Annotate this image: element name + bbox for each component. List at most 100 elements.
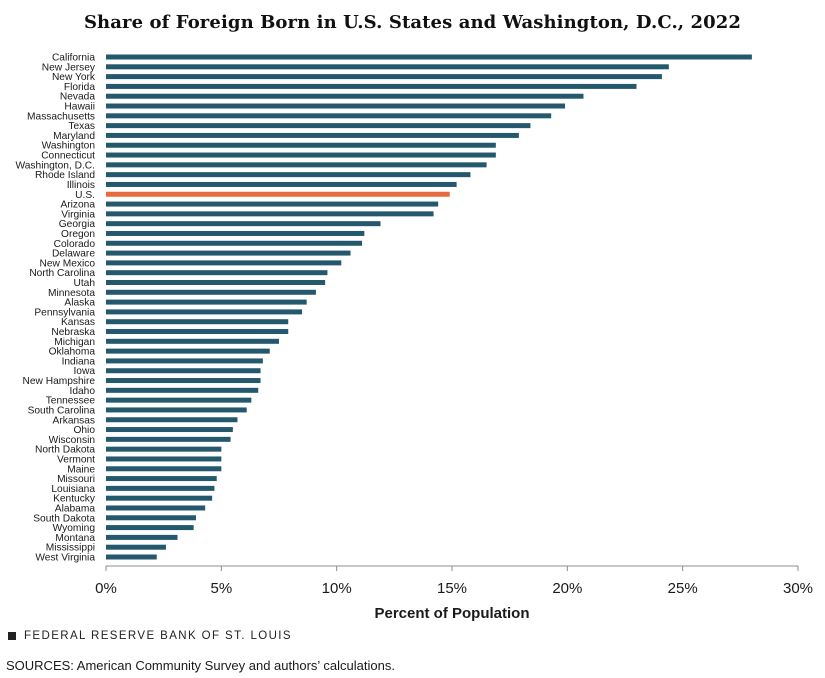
category-label-illinois: Illinois [67, 180, 95, 191]
bar-georgia [106, 221, 381, 227]
category-label-nevada: Nevada [60, 92, 95, 103]
bar-u-s [106, 191, 450, 197]
x-tick-label: 5% [210, 580, 232, 597]
bar-indiana [106, 358, 263, 364]
bar-illinois [106, 181, 457, 187]
category-label-missouri: Missouri [57, 474, 95, 485]
publisher-name: FEDERAL RESERVE BANK OF ST. LOUIS [24, 630, 292, 642]
bar-virginia [106, 211, 434, 217]
category-label-oregon: Oregon [61, 229, 95, 240]
category-label-rhode-island: Rhode Island [35, 170, 95, 181]
bar-arizona [106, 201, 439, 207]
bar-nebraska [106, 329, 289, 335]
category-label-mississippi: Mississippi [46, 543, 95, 554]
category-label-south-carolina: South Carolina [28, 405, 96, 416]
category-label-washington: Washington [42, 141, 95, 152]
bar-utah [106, 279, 326, 285]
bar-arkansas [106, 417, 238, 423]
bar-rhode-island [106, 172, 471, 178]
category-label-utah: Utah [73, 278, 95, 289]
category-label-new-mexico: New Mexico [40, 258, 96, 269]
bar-oklahoma [106, 348, 270, 354]
category-label-new-jersey: New Jersey [42, 62, 96, 73]
x-tick-label: 15% [437, 580, 467, 597]
category-label-minnesota: Minnesota [48, 288, 95, 299]
chart-title: Share of Foreign Born in U.S. States and… [83, 12, 742, 33]
x-tick-label: 10% [322, 580, 352, 597]
bar-florida [106, 83, 637, 89]
category-label-tennessee: Tennessee [46, 396, 96, 407]
bar-michigan [106, 338, 279, 344]
category-label-hawaii: Hawaii [64, 102, 95, 113]
bar-maryland [106, 132, 519, 138]
category-label-colorado: Colorado [54, 239, 96, 250]
category-label-georgia: Georgia [59, 219, 96, 230]
category-label-virginia: Virginia [61, 209, 95, 220]
bar-south-carolina [106, 407, 247, 413]
category-label-ohio: Ohio [73, 425, 95, 436]
bar-north-carolina [106, 270, 328, 276]
bar-missouri [106, 476, 217, 482]
category-label-vermont: Vermont [57, 454, 95, 465]
category-label-michigan: Michigan [54, 337, 95, 348]
bar-louisiana [106, 485, 215, 491]
x-tick-label: 30% [783, 580, 813, 597]
category-label-texas: Texas [68, 121, 95, 132]
category-label-washington-d-c: Washington, D.C. [16, 160, 95, 171]
bar-mississippi [106, 544, 166, 550]
x-tick-label: 0% [95, 580, 117, 597]
category-label-south-dakota: South Dakota [33, 513, 95, 524]
bar-tennessee [106, 397, 252, 403]
category-label-wisconsin: Wisconsin [49, 435, 95, 446]
category-label-louisiana: Louisiana [51, 484, 95, 495]
category-label-nebraska: Nebraska [51, 327, 95, 338]
bar-oregon [106, 230, 365, 236]
bar-washington-d-c [106, 162, 487, 168]
bar-hawaii [106, 103, 566, 109]
category-label-florida: Florida [64, 82, 95, 93]
category-label-california: California [52, 53, 95, 64]
category-label-pennsylvania: Pennsylvania [34, 307, 95, 318]
category-label-arkansas: Arkansas [53, 415, 95, 426]
category-label-montana: Montana [55, 533, 95, 544]
category-label-connecticut: Connecticut [41, 151, 95, 162]
category-label-new-york: New York [52, 72, 96, 83]
bar-pennsylvania [106, 309, 303, 315]
bar-ohio [106, 427, 233, 433]
bar-alabama [106, 505, 206, 511]
category-label-maine: Maine [67, 464, 95, 475]
category-label-wyoming: Wyoming [53, 523, 96, 534]
category-label-indiana: Indiana [62, 356, 96, 367]
category-label-delaware: Delaware [52, 249, 95, 260]
category-label-u-s: U.S. [75, 190, 95, 201]
brand-square-icon [8, 632, 16, 640]
bar-kentucky [106, 495, 213, 501]
category-label-alaska: Alaska [64, 298, 95, 309]
bar-texas [106, 123, 531, 129]
category-label-iowa: Iowa [73, 366, 95, 377]
category-label-idaho: Idaho [70, 386, 96, 397]
category-label-oklahoma: Oklahoma [49, 347, 96, 358]
bar-connecticut [106, 152, 496, 158]
bar-delaware [106, 250, 351, 256]
bar-california [106, 54, 752, 60]
bar-new-mexico [106, 260, 342, 266]
category-label-massachusetts: Massachusetts [27, 111, 95, 122]
bar-montana [106, 534, 178, 540]
bar-wisconsin [106, 436, 231, 442]
bar-new-hampshire [106, 378, 261, 384]
category-label-kentucky: Kentucky [53, 494, 96, 505]
category-label-north-carolina: North Carolina [29, 268, 95, 279]
bar-iowa [106, 368, 261, 374]
category-label-north-dakota: North Dakota [35, 445, 95, 456]
category-label-alabama: Alabama [55, 503, 96, 514]
bar-new-york [106, 74, 662, 80]
bar-west-virginia [106, 554, 157, 560]
bar-kansas [106, 319, 289, 325]
x-tick-label: 25% [668, 580, 698, 597]
category-label-arizona: Arizona [60, 200, 95, 211]
bar-south-dakota [106, 515, 196, 521]
bar-wyoming [106, 525, 194, 531]
bar-new-jersey [106, 64, 669, 70]
bar-north-dakota [106, 446, 222, 452]
